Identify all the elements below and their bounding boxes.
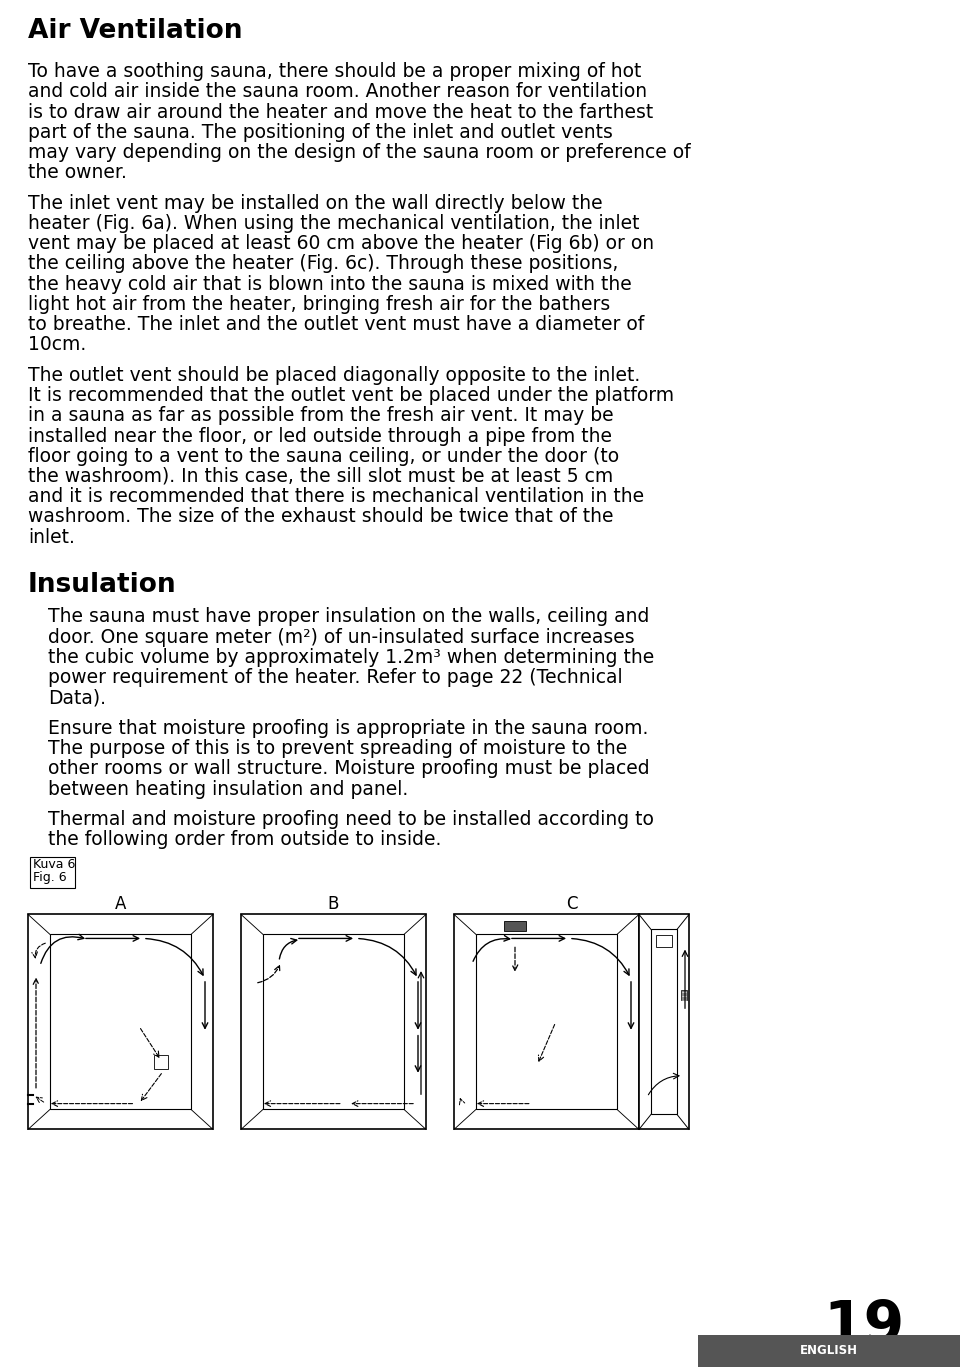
Bar [263, 935, 404, 1110]
Text: the heavy cold air that is blown into the sauna is mixed with the: the heavy cold air that is blown into th… [28, 275, 632, 294]
Text: Air Ventilation: Air Ventilation [28, 18, 243, 44]
Text: washroom. The size of the exhaust should be twice that of the: washroom. The size of the exhaust should… [28, 507, 613, 526]
Text: A: A [115, 895, 126, 913]
Bar [504, 921, 526, 931]
Bar [476, 935, 617, 1110]
Text: The sauna must have proper insulation on the walls, ceiling and: The sauna must have proper insulation on… [48, 607, 649, 626]
Text: light hot air from the heater, bringing fresh air for the bathers: light hot air from the heater, bringing … [28, 295, 611, 314]
Text: Kuva 6: Kuva 6 [33, 857, 76, 871]
Text: 10cm.: 10cm. [28, 335, 86, 354]
Bar [50, 935, 191, 1110]
Text: to breathe. The inlet and the outlet vent must have a diameter of: to breathe. The inlet and the outlet ven… [28, 316, 644, 334]
Text: Ensure that moisture proofing is appropriate in the sauna room.: Ensure that moisture proofing is appropr… [48, 719, 648, 738]
Bar [651, 930, 677, 1114]
Bar [241, 915, 426, 1129]
Text: floor going to a vent to the sauna ceiling, or under the door (to: floor going to a vent to the sauna ceili… [28, 447, 619, 466]
Text: Fig. 6: Fig. 6 [33, 872, 66, 884]
Text: the following order from outside to inside.: the following order from outside to insi… [48, 830, 442, 849]
Bar [28, 915, 213, 1129]
Text: between heating insulation and panel.: between heating insulation and panel. [48, 779, 408, 798]
Text: Thermal and moisture proofing need to be installed according to: Thermal and moisture proofing need to be… [48, 811, 654, 828]
Text: B: B [327, 895, 339, 913]
Text: inlet.: inlet. [28, 528, 75, 547]
Text: It is recommended that the outlet vent be placed under the platform: It is recommended that the outlet vent b… [28, 385, 674, 405]
Bar [698, 1336, 960, 1367]
Bar [154, 1055, 168, 1069]
Text: the washroom). In this case, the sill slot must be at least 5 cm: the washroom). In this case, the sill sl… [28, 468, 613, 487]
Text: and it is recommended that there is mechanical ventilation in the: and it is recommended that there is mech… [28, 487, 644, 506]
Text: 19: 19 [824, 1299, 905, 1355]
Text: To have a soothing sauna, there should be a proper mixing of hot: To have a soothing sauna, there should b… [28, 62, 641, 81]
Bar [681, 990, 687, 999]
Text: door. One square meter (m²) of un-insulated surface increases: door. One square meter (m²) of un-insula… [48, 627, 635, 647]
Text: heater (Fig. 6a). When using the mechanical ventilation, the inlet: heater (Fig. 6a). When using the mechani… [28, 213, 639, 232]
Text: C: C [565, 895, 577, 913]
Text: Insulation: Insulation [28, 573, 177, 599]
Text: power requirement of the heater. Refer to page 22 (Technical: power requirement of the heater. Refer t… [48, 668, 623, 688]
Text: other rooms or wall structure. Moisture proofing must be placed: other rooms or wall structure. Moisture … [48, 759, 650, 778]
Text: part of the sauna. The positioning of the inlet and outlet vents: part of the sauna. The positioning of th… [28, 123, 612, 142]
Text: may vary depending on the design of the sauna room or preference of: may vary depending on the design of the … [28, 144, 690, 163]
Text: ENGLISH: ENGLISH [800, 1345, 858, 1357]
Text: the owner.: the owner. [28, 163, 127, 182]
Text: The outlet vent should be placed diagonally opposite to the inlet.: The outlet vent should be placed diagona… [28, 366, 640, 384]
Text: and cold air inside the sauna room. Another reason for ventilation: and cold air inside the sauna room. Anot… [28, 82, 647, 101]
Text: the ceiling above the heater (Fig. 6c). Through these positions,: the ceiling above the heater (Fig. 6c). … [28, 254, 618, 273]
Bar [30, 857, 75, 889]
Text: vent may be placed at least 60 cm above the heater (Fig 6b) or on: vent may be placed at least 60 cm above … [28, 234, 654, 253]
Bar [656, 935, 672, 947]
Text: The purpose of this is to prevent spreading of moisture to the: The purpose of this is to prevent spread… [48, 740, 627, 759]
Text: in a sauna as far as possible from the fresh air vent. It may be: in a sauna as far as possible from the f… [28, 406, 613, 425]
Text: Data).: Data). [48, 689, 106, 708]
Text: the cubic volume by approximately 1.2m³ when determining the: the cubic volume by approximately 1.2m³ … [48, 648, 655, 667]
Bar [454, 915, 639, 1129]
Text: is to draw air around the heater and move the heat to the farthest: is to draw air around the heater and mov… [28, 103, 653, 122]
Bar [639, 915, 689, 1129]
Text: The inlet vent may be installed on the wall directly below the: The inlet vent may be installed on the w… [28, 194, 603, 213]
Text: installed near the floor, or led outside through a pipe from the: installed near the floor, or led outside… [28, 427, 612, 446]
